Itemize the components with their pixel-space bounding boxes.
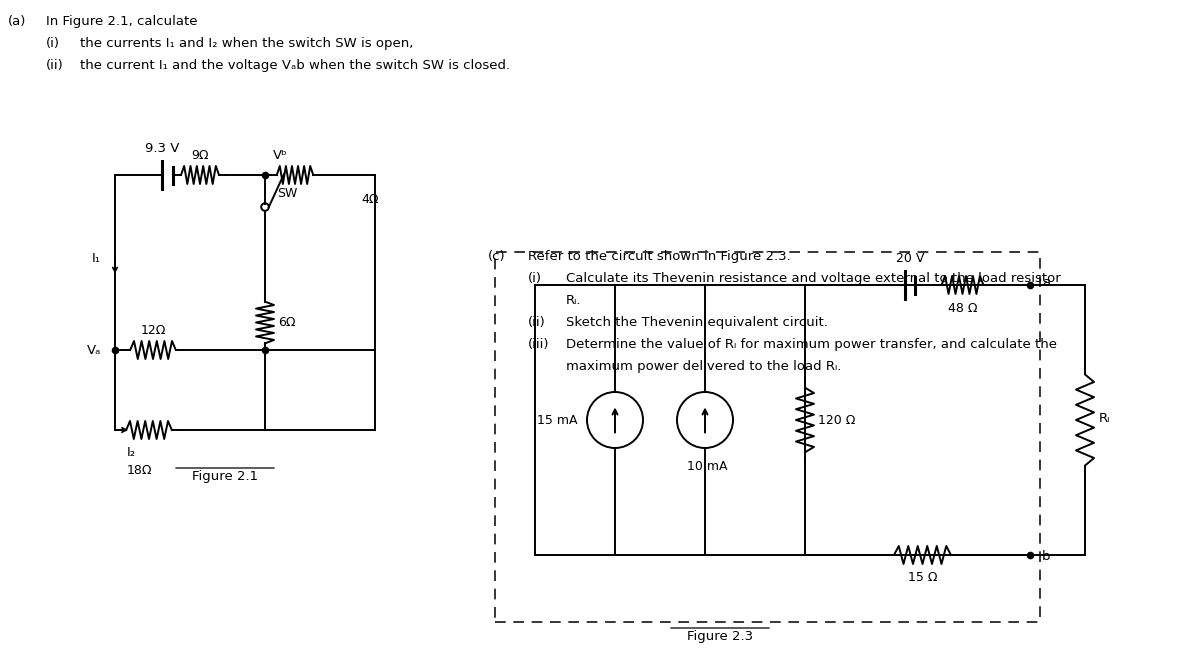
Text: 20 V: 20 V: [896, 252, 924, 265]
Text: 10 mA: 10 mA: [686, 460, 727, 473]
Text: (i): (i): [46, 37, 60, 50]
Text: (iii): (iii): [528, 338, 550, 351]
Text: Refer to the circuit shown in Figure 2.3.: Refer to the circuit shown in Figure 2.3…: [528, 250, 791, 263]
Bar: [496, 252, 1040, 622]
Text: (ii): (ii): [528, 316, 546, 329]
Text: 12Ω: 12Ω: [140, 324, 166, 337]
Text: 9Ω: 9Ω: [191, 149, 209, 162]
Text: Calculate its Thevenin resistance and voltage external to the load resistor: Calculate its Thevenin resistance and vo…: [566, 272, 1061, 285]
Text: In Figure 2.1, calculate: In Figure 2.1, calculate: [46, 15, 198, 28]
Text: Figure 2.3: Figure 2.3: [686, 630, 754, 643]
Text: Figure 2.1: Figure 2.1: [192, 470, 258, 483]
Text: SW: SW: [277, 187, 298, 199]
Text: 18Ω: 18Ω: [127, 464, 152, 477]
Text: I₂: I₂: [127, 446, 136, 459]
Text: 6Ω: 6Ω: [278, 316, 295, 329]
Text: (a): (a): [8, 15, 26, 28]
Text: 15 Ω: 15 Ω: [907, 571, 937, 584]
Text: the currents I₁ and I₂ when the switch SW is open,: the currents I₁ and I₂ when the switch S…: [80, 37, 413, 50]
Text: 9.3 V: 9.3 V: [145, 142, 179, 155]
Text: 4Ω: 4Ω: [361, 193, 379, 206]
Text: (c): (c): [488, 250, 505, 263]
Text: Vₐ: Vₐ: [86, 343, 101, 356]
Text: the current I₁ and the voltage Vₐb when the switch SW is closed.: the current I₁ and the voltage Vₐb when …: [80, 59, 510, 72]
Text: 48 Ω: 48 Ω: [948, 302, 977, 315]
Text: maximum power delivered to the load Rₗ.: maximum power delivered to the load Rₗ.: [566, 360, 841, 373]
Text: (i): (i): [528, 272, 542, 285]
Text: Rₗ: Rₗ: [1099, 411, 1110, 424]
Text: Determine the value of Rₗ for maximum power transfer, and calculate the: Determine the value of Rₗ for maximum po…: [566, 338, 1057, 351]
Text: b: b: [1042, 550, 1050, 564]
Text: (ii): (ii): [46, 59, 64, 72]
Text: 15 mA: 15 mA: [536, 414, 577, 426]
Text: I₁: I₁: [92, 252, 101, 265]
Text: Sketch the Thevenin equivalent circuit.: Sketch the Thevenin equivalent circuit.: [566, 316, 828, 329]
Text: Vᵇ: Vᵇ: [274, 149, 288, 162]
Text: Rₗ.: Rₗ.: [566, 294, 582, 307]
Text: a: a: [1042, 277, 1050, 290]
Text: 120 Ω: 120 Ω: [818, 414, 856, 426]
